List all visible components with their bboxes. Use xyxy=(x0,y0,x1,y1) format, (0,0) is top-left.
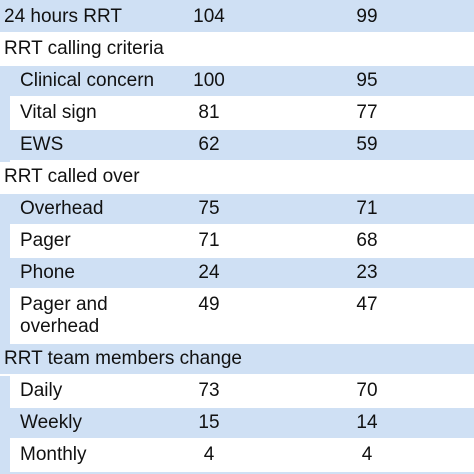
cell-value: 71 xyxy=(198,230,220,251)
table-row: Clinical concern 100 95 xyxy=(10,66,474,98)
row-label: 24 hours RRT xyxy=(4,6,122,27)
row-label: Phone xyxy=(20,262,75,283)
cell-value: 49 xyxy=(198,294,220,315)
row-label: RRT calling criteria xyxy=(4,38,164,59)
cell-value: 15 xyxy=(198,412,220,433)
cell-value: 100 xyxy=(193,70,225,91)
table-row: Phone 24 23 xyxy=(10,258,474,290)
row-label: EWS xyxy=(20,134,64,155)
cell-value: 95 xyxy=(356,70,378,91)
table-row: EWS 62 59 xyxy=(10,130,474,162)
table-row: 24 hours RRT 104 99 xyxy=(0,0,474,34)
row-label: RRT called over xyxy=(4,166,140,187)
cell-value: 68 xyxy=(356,230,378,251)
row-label: Pager and overhead xyxy=(20,294,108,337)
cell-value: 71 xyxy=(356,198,378,219)
cell-value: 75 xyxy=(198,198,220,219)
table-row: Pager and overhead 49 47 xyxy=(10,290,474,344)
table-row: Vital sign 81 77 xyxy=(10,98,474,130)
row-label: RRT team members change xyxy=(4,348,242,369)
cell-value: 4 xyxy=(203,444,215,465)
row-label: Overhead xyxy=(20,198,104,219)
cell-value: 77 xyxy=(356,102,378,123)
table-row: Monthly 4 4 xyxy=(10,440,474,472)
row-label: Weekly xyxy=(20,412,82,433)
table-row: RRT calling criteria xyxy=(0,34,474,66)
cell-value: 14 xyxy=(356,412,378,433)
row-label: Vital sign xyxy=(20,102,97,123)
cell-value: 62 xyxy=(198,134,220,155)
table-row: Weekly 15 14 xyxy=(10,408,474,440)
cell-value: 4 xyxy=(361,444,373,465)
cell-value: 59 xyxy=(356,134,378,155)
row-label: Monthly xyxy=(20,444,87,465)
row-label: Pager xyxy=(20,230,71,251)
table-row: Daily 73 70 xyxy=(10,376,474,408)
cell-value: 99 xyxy=(356,6,378,27)
row-label: Clinical concern xyxy=(20,70,155,91)
cell-value: 104 xyxy=(193,6,225,27)
cell-value: 73 xyxy=(198,380,220,401)
cell-value: 70 xyxy=(356,380,378,401)
table-row: RRT called over xyxy=(0,162,474,194)
table-row: Pager 71 68 xyxy=(10,226,474,258)
table-row: RRT team members change xyxy=(0,344,474,376)
cell-value: 81 xyxy=(198,102,220,123)
cell-value: 47 xyxy=(356,294,378,315)
cell-value: 24 xyxy=(198,262,220,283)
row-label: Daily xyxy=(20,380,63,401)
table-row: Overhead 75 71 xyxy=(10,194,474,226)
cell-value: 23 xyxy=(356,262,378,283)
